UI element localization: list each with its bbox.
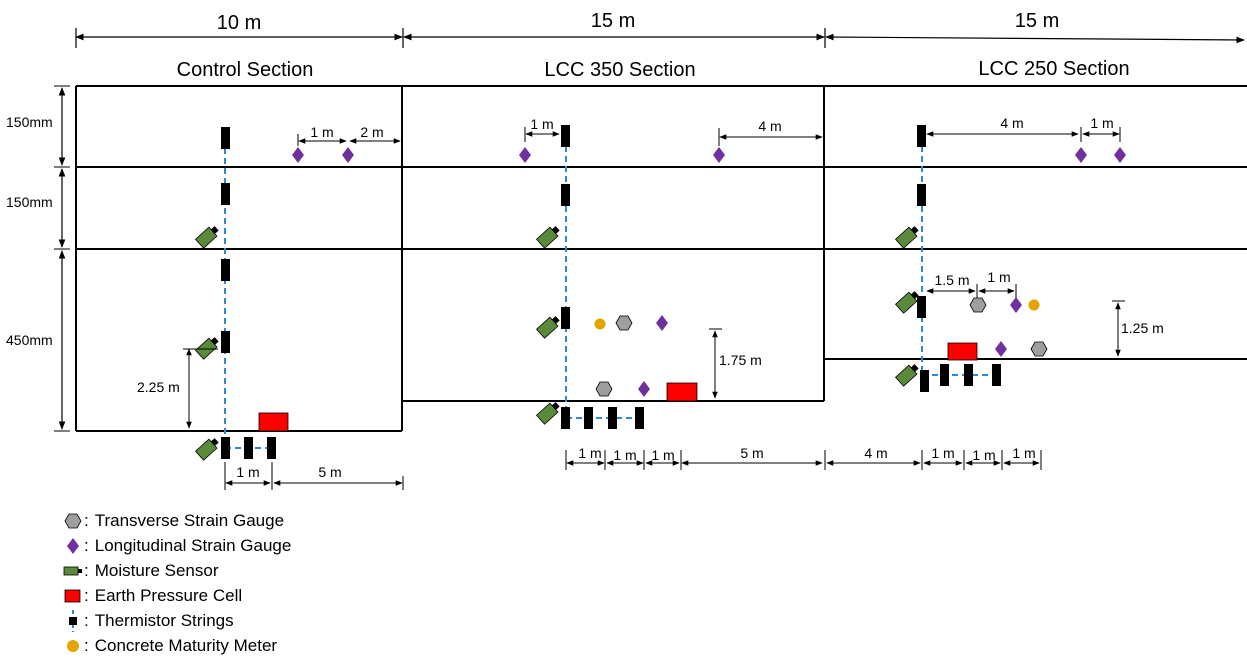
legend-colon: :	[84, 635, 89, 655]
dim-label: 4 m	[758, 118, 781, 134]
legend-colon: :	[84, 610, 89, 630]
legend-label: Longitudinal Strain Gauge	[94, 535, 292, 555]
legend-item: : Moisture Sensor	[62, 558, 291, 583]
dim-label: 1 m	[530, 116, 553, 132]
legend-label: Transverse Strain Gauge	[94, 510, 285, 530]
moisture-sensor-icon	[63, 566, 82, 575]
lcc350-section: 1 m 4 m 1.75 m 1 m 1 m 1 m 5 m	[519, 116, 823, 470]
control-section: 1 m 2 m 2.25 m 1 m 5 m	[137, 124, 404, 490]
lcc250-width-label: 15 m	[1015, 10, 1059, 32]
legend-colon: :	[84, 510, 89, 530]
legend-colon: :	[84, 535, 89, 555]
lcc350-section-title: LCC 350 Section	[544, 59, 695, 81]
legend-label: Earth Pressure Cell	[94, 585, 243, 605]
dim-label: 1.25 m	[1121, 320, 1164, 336]
legend-item: : Longitudinal Strain Gauge	[62, 533, 291, 558]
lcc250-section-title: LCC 250 Section	[978, 58, 1129, 80]
diamond-icon	[67, 537, 79, 554]
control-section-title: Control Section	[177, 59, 314, 81]
layer-dimensions: 150mm 150mm 450mm	[6, 85, 70, 432]
dim-label: 2 m	[360, 124, 383, 140]
layer-3-label: 450mm	[6, 332, 53, 348]
dim-label: 5 m	[740, 445, 763, 461]
legend-label: Thermistor Strings	[94, 610, 234, 630]
lcc250-section: 4 m 1 m 1.5 m 1 m 1.25 m 4 m 1 m 1 m 1 m	[824, 115, 1164, 470]
dim-label: 1.75 m	[719, 352, 762, 368]
layer-2-label: 150mm	[6, 194, 53, 210]
legend-item: : Thermistor Strings	[62, 608, 291, 633]
pavement-structure	[75, 85, 1247, 432]
control-width-label: 10 m	[217, 12, 261, 34]
dim-label: 1 m	[310, 124, 333, 140]
dim-label: 1 m	[972, 447, 995, 463]
legend-item: : Concrete Maturity Meter	[62, 633, 291, 658]
dim-label: 1 m	[1090, 115, 1113, 131]
layer-1-label: 150mm	[6, 114, 53, 130]
dim-label: 4 m	[1000, 115, 1023, 131]
legend-colon: :	[84, 560, 89, 580]
dim-label: 1 m	[651, 447, 674, 463]
pressure-cell-icon	[64, 589, 81, 602]
dim-label: 1 m	[578, 445, 601, 461]
dim-label: 1 m	[931, 445, 954, 461]
dim-label: 1.5 m	[934, 272, 969, 288]
legend: : Transverse Strain Gauge : Longitudinal…	[62, 508, 291, 658]
legend-label: Concrete Maturity Meter	[94, 635, 278, 655]
dim-label: 5 m	[318, 464, 341, 480]
dim-label: 1 m	[613, 447, 636, 463]
lcc350-width-label: 15 m	[591, 10, 635, 32]
legend-colon: :	[84, 585, 89, 605]
dim-label: 1 m	[987, 269, 1010, 285]
legend-item: : Earth Pressure Cell	[62, 583, 291, 608]
dim-label: 1 m	[1012, 445, 1035, 461]
legend-item: : Transverse Strain Gauge	[62, 508, 291, 533]
span-dimensions: 10 m 15 m 15 m	[75, 10, 1245, 48]
legend-label: Moisture Sensor	[94, 560, 219, 580]
hexagon-icon	[64, 513, 82, 528]
dim-label: 4 m	[864, 445, 887, 461]
dim-label: 1 m	[236, 464, 259, 480]
dim-label: 2.25 m	[137, 379, 180, 395]
circle-icon	[67, 639, 79, 652]
thermistor-icon	[69, 609, 77, 632]
